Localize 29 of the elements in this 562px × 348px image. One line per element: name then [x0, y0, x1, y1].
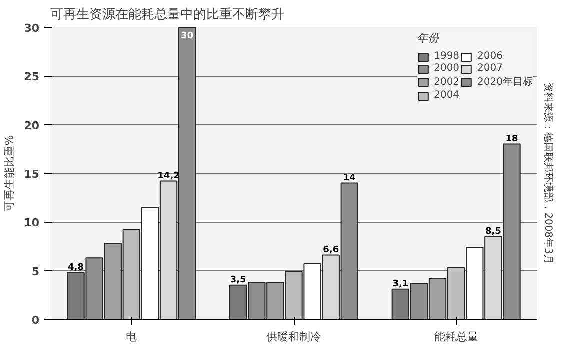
data-label: 14	[343, 173, 356, 184]
legend-label: 1998	[434, 51, 460, 62]
text: 资料来源：德国联邦环境部，2008年3月	[542, 82, 554, 264]
y-tick-label: 15	[24, 168, 40, 181]
y-tick-label: 20	[24, 119, 40, 132]
data-label: 3,5	[230, 276, 246, 286]
x-tick-label: 供暖和制冷	[266, 330, 322, 344]
data-label: 4,8	[68, 262, 84, 273]
x-tick-label: 能耗总量	[434, 330, 478, 344]
legend-label: 2020年目标	[478, 76, 533, 89]
legend-label: 2000	[434, 63, 460, 74]
legend-title: 年份	[417, 31, 440, 46]
legend-label: 2004	[434, 90, 460, 101]
data-label: 18	[506, 134, 518, 144]
legend-label: 2002	[434, 76, 460, 88]
legend-label: 2006	[478, 51, 503, 62]
y-tick-label: 10	[24, 216, 40, 230]
y-tick-label: 30	[24, 22, 40, 35]
data-label: 3,1	[392, 279, 409, 290]
y-tick-label: 0	[32, 314, 40, 327]
legend-label: 2007	[478, 63, 503, 74]
y-tick-label: 5	[32, 265, 40, 278]
y-tick-label: 25	[24, 70, 40, 84]
data-label: 8,5	[485, 226, 502, 237]
chart-title: 可再生资源在能耗总量中的比重不断攀升	[50, 8, 284, 22]
x-tick-label: 电	[126, 330, 138, 344]
y-axis-title: 可再生能比重%	[3, 135, 16, 212]
data-label: 6,6	[323, 245, 340, 256]
data-label: 30	[181, 31, 194, 42]
